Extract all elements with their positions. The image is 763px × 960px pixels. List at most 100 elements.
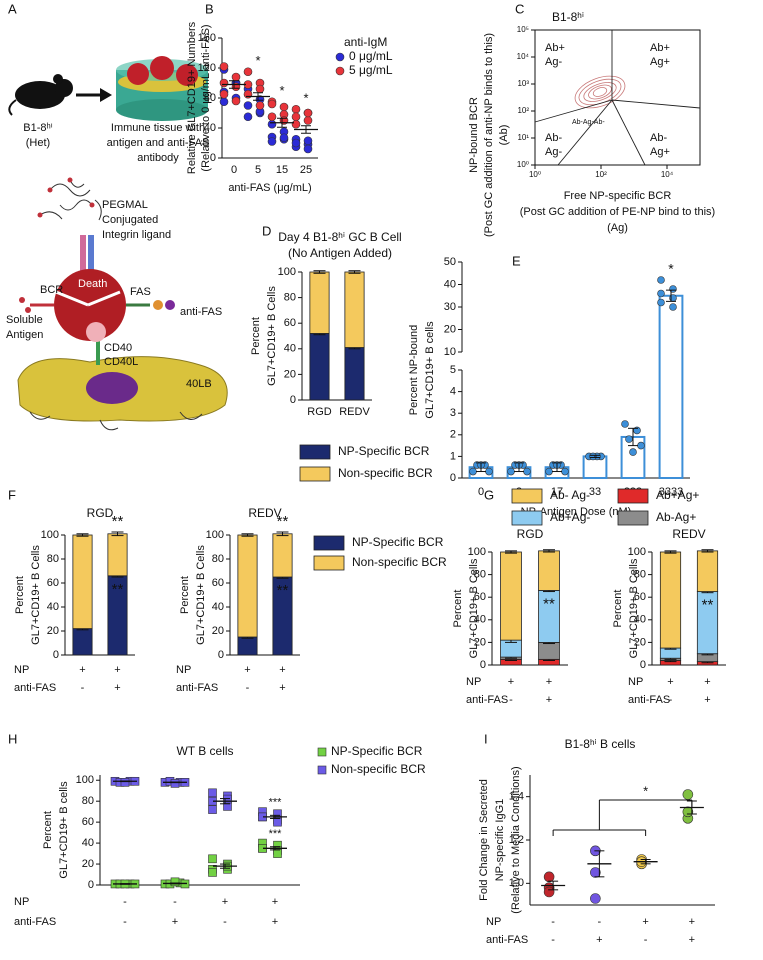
point [589, 452, 597, 461]
y-tick-label: 60 [82, 816, 94, 828]
legend-label: Non-specific BCR [338, 466, 433, 480]
tissue-caption: antigen and anti-FAS [107, 137, 210, 149]
y-tick-label: 1.0 [509, 877, 524, 889]
point [208, 805, 217, 814]
condition-value: - [551, 934, 555, 946]
polymer [39, 179, 102, 221]
y-tick-label: 40 [444, 278, 456, 290]
point [243, 67, 253, 77]
quadrant-label: Ab- [650, 132, 667, 144]
y-axis-label: (Relative to Media Conditions) [510, 766, 522, 913]
x-axis-label: NP-Antigen Dose (nM) [521, 506, 632, 518]
significance: ** [277, 582, 289, 599]
bracket-label: * [643, 783, 648, 798]
y-tick-label: 0 [210, 152, 216, 164]
y-tick-label: 10¹ [517, 133, 529, 142]
legend-label: Ab+Ag+ [656, 488, 699, 502]
y-axis-label: Percent NP-bound [408, 325, 420, 416]
chart-title: (No Antigen Added) [288, 246, 392, 260]
point [170, 877, 180, 887]
anti-fas-label: anti-FAS [180, 306, 222, 318]
y-tick-label: 4 [450, 386, 456, 398]
tissue-cell [127, 63, 149, 85]
quadrant-label: Ab+ [545, 42, 565, 54]
gate-line [557, 99, 613, 166]
significance: *** [269, 828, 283, 840]
significance: ** [112, 513, 124, 530]
point [545, 467, 553, 476]
y-axis-label: (Relative to 0 μg/mL anti-FAS) [200, 24, 212, 171]
y-tick-label: 80 [82, 795, 94, 807]
inner-label: Ab-Ag-Ab- [572, 119, 605, 126]
condition-value: + [546, 676, 552, 688]
y-tick-label: 20 [634, 636, 646, 648]
point [243, 101, 253, 110]
y-axis-label: GL7+CD19+ B Cells [195, 545, 207, 645]
significance: *** [269, 797, 283, 809]
y-tick-label: 40 [634, 614, 646, 626]
y-axis-label: Percent [42, 811, 54, 849]
y-tick-label: 160 [198, 32, 216, 44]
condition-value: + [79, 664, 85, 676]
significance: ** [112, 581, 124, 598]
point [621, 420, 629, 428]
death-label: Death [78, 278, 107, 290]
bar-segment [344, 347, 365, 401]
point [291, 119, 301, 129]
point [208, 868, 217, 877]
tissue-cell [176, 64, 198, 86]
dish-bottom [116, 99, 208, 121]
polymer [29, 411, 203, 431]
mouse-ear [53, 74, 63, 84]
y-axis-label: GL7+CD19+ B Cells [468, 558, 480, 658]
point [231, 96, 241, 106]
condition-value: - [246, 682, 250, 694]
significance: * [279, 83, 284, 98]
condition-value: + [704, 694, 710, 706]
y-tick-label: 10⁵ [517, 25, 529, 34]
significance: ** [702, 597, 714, 614]
point [682, 789, 694, 800]
y-axis-label: GL7+CD19+ B Cells [266, 286, 278, 386]
y-tick-label: 100 [41, 529, 59, 541]
condition-value: + [508, 676, 514, 688]
condition-value: - [509, 694, 513, 706]
panel-label: A [8, 1, 17, 16]
condition-label: NP [466, 676, 481, 688]
x-tick-label: 33 [589, 486, 601, 498]
quadrant-label: Ab+ [650, 42, 670, 54]
point [523, 467, 531, 476]
condition-value: - [644, 934, 648, 946]
y-tick-label: 80 [474, 569, 486, 581]
x-tick-label: 10⁰ [529, 170, 541, 179]
point [303, 136, 313, 146]
y-tick-label: 20 [284, 368, 296, 380]
condition-value: + [172, 916, 178, 928]
point [219, 78, 229, 88]
b-cell-body [86, 322, 106, 342]
bcr-arrow [55, 290, 89, 307]
x-axis-label: Free NP-specific BCR [564, 190, 672, 202]
legend-swatch [511, 488, 543, 504]
y-tick-label: 20 [212, 625, 224, 637]
point [485, 467, 493, 476]
y-tick-label: 100 [468, 546, 486, 558]
y-tick-label: 10³ [517, 79, 529, 88]
antigen-dot [19, 297, 25, 303]
panel-label: B [205, 1, 214, 16]
y-axis-label: Percent [612, 590, 624, 628]
legend-label: Non-specific BCR [352, 555, 447, 569]
y-tick-label: 50 [444, 256, 456, 268]
mouse-body [15, 81, 65, 109]
condition-value: + [279, 682, 285, 694]
x-tick-label: 5 [255, 164, 261, 176]
condition-value: + [114, 682, 120, 694]
y-axis-label: GL7+CD19+ B cells [58, 781, 70, 879]
mouse-label: (Het) [26, 137, 50, 149]
condition-label: NP [14, 896, 29, 908]
anti-fas-mark [153, 300, 163, 310]
y-tick-label: 20 [47, 625, 59, 637]
y-tick-label: 80 [212, 553, 224, 565]
y-tick-label: 5 [450, 364, 456, 376]
bar-segment [72, 534, 93, 629]
